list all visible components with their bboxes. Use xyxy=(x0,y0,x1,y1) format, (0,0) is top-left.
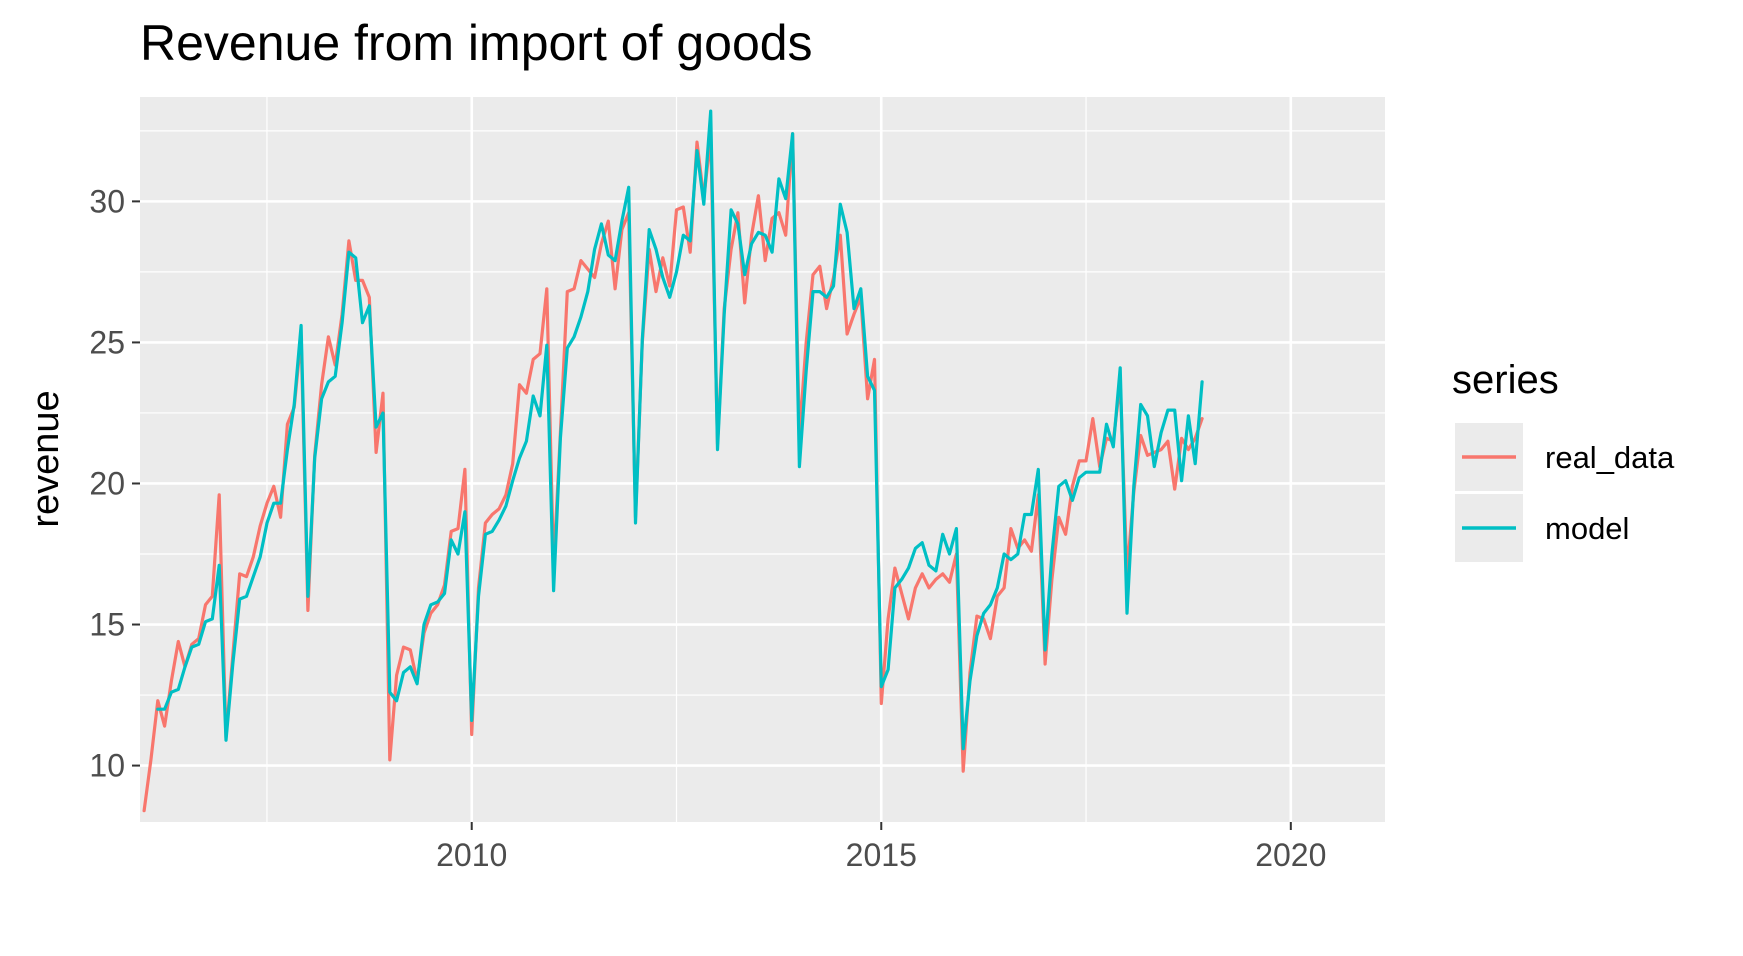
legend-title: series xyxy=(1452,358,1559,402)
plot-panel xyxy=(140,97,1385,822)
series-layer xyxy=(142,109,1204,813)
y-tick-label: 20 xyxy=(89,465,125,501)
y-tick-label: 30 xyxy=(89,183,125,219)
series-line-real-data xyxy=(142,132,1204,813)
grid-major xyxy=(140,97,1385,822)
x-axis: 2010 2015 2020 xyxy=(436,822,1326,873)
y-tick-label: 25 xyxy=(89,324,125,360)
series-line-model xyxy=(156,109,1204,751)
legend-label-model: model xyxy=(1545,511,1629,546)
y-tick-label: 15 xyxy=(89,607,125,643)
x-tick-label: 2015 xyxy=(846,837,917,873)
x-tick-label: 2020 xyxy=(1255,837,1326,873)
y-axis: 10 15 20 25 30 xyxy=(89,183,140,784)
legend: series real_data model xyxy=(1452,358,1675,562)
y-axis-title: revenue xyxy=(25,390,67,527)
chart-title: Revenue from import of goods xyxy=(140,15,813,71)
x-tick-label: 2010 xyxy=(436,837,507,873)
legend-label-real-data: real_data xyxy=(1545,440,1675,475)
y-tick-label: 10 xyxy=(89,748,125,784)
